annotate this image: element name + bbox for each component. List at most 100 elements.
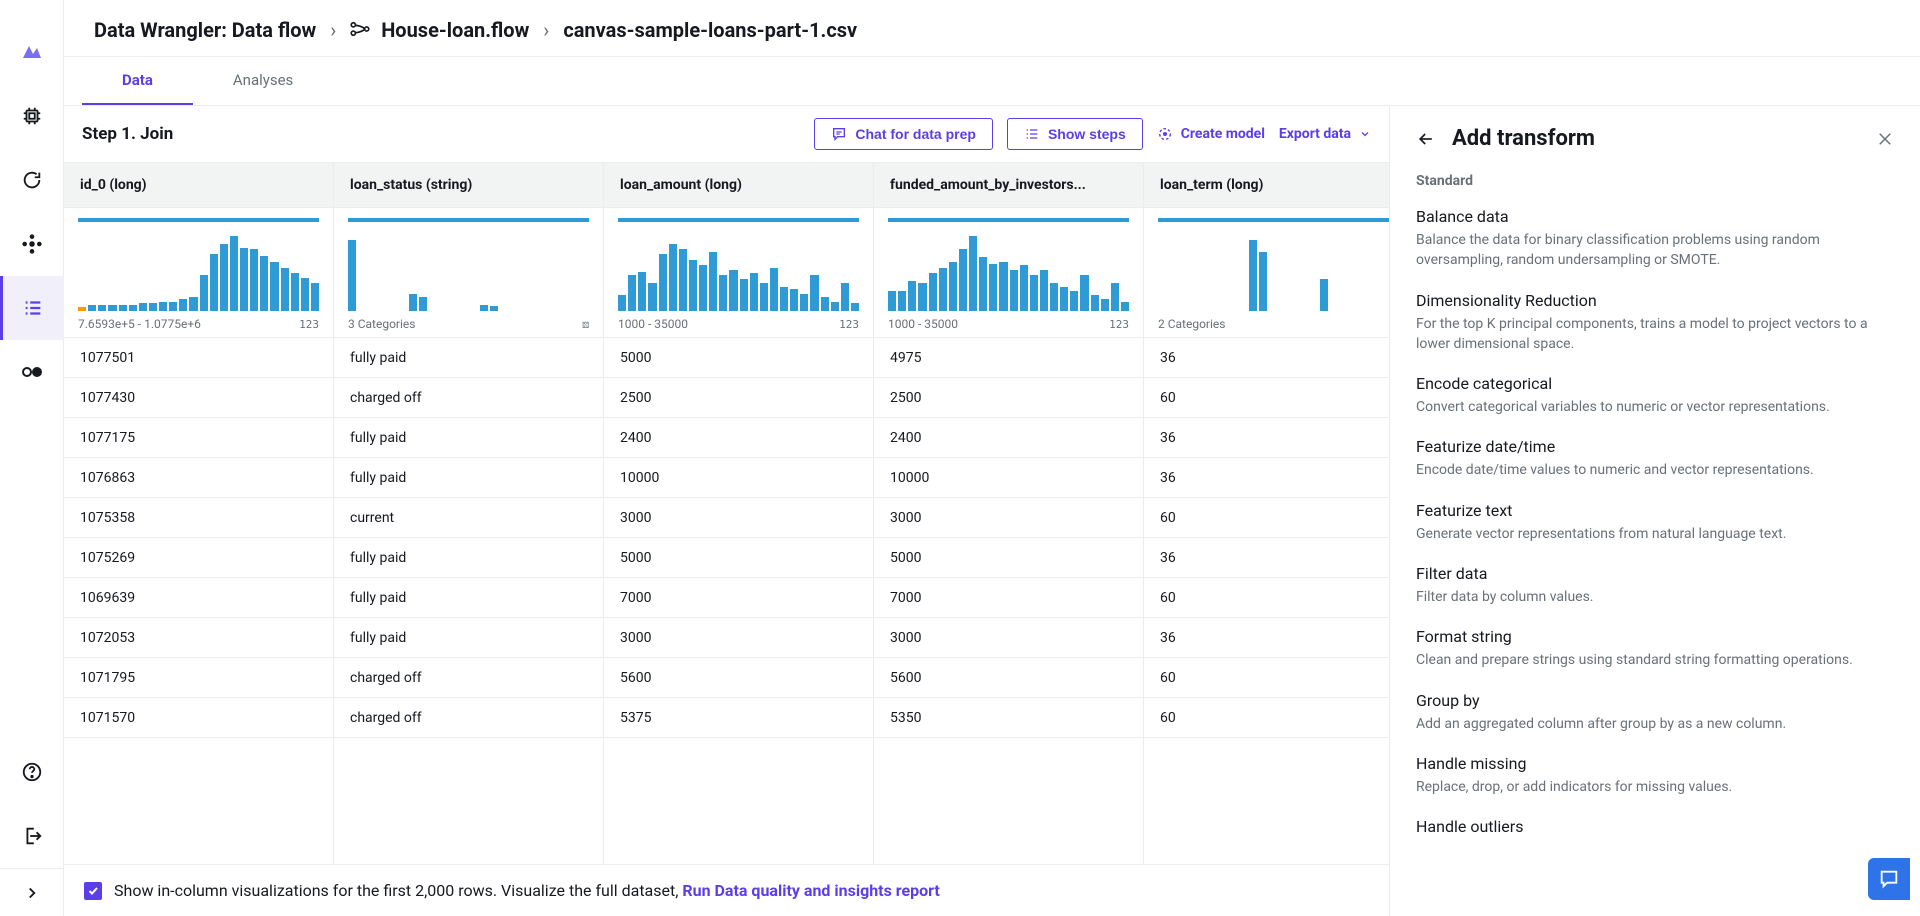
table-cell[interactable]: 60 bbox=[1144, 498, 1389, 538]
table-cell[interactable]: 60 bbox=[1144, 378, 1389, 418]
table-cell[interactable]: 5000 bbox=[604, 538, 873, 578]
tabs: Data Analyses bbox=[64, 56, 1920, 106]
table-cell[interactable]: 2400 bbox=[874, 418, 1143, 458]
viz-checkbox[interactable] bbox=[84, 882, 102, 900]
chip-icon[interactable] bbox=[0, 84, 64, 148]
table-cell[interactable]: 1077175 bbox=[64, 418, 333, 458]
back-icon[interactable] bbox=[1416, 129, 1436, 149]
column-histogram: 1000 - 35000123 bbox=[604, 208, 873, 338]
logout-icon[interactable] bbox=[0, 804, 64, 868]
table-cell[interactable]: 7000 bbox=[874, 578, 1143, 618]
transform-item[interactable]: Handle missingReplace, drop, or add indi… bbox=[1416, 754, 1894, 797]
help-icon[interactable] bbox=[0, 740, 64, 804]
export-data-link[interactable]: Export data bbox=[1279, 126, 1371, 142]
graph-icon[interactable] bbox=[0, 212, 64, 276]
table-cell[interactable]: 36 bbox=[1144, 618, 1389, 658]
table-cell[interactable]: charged off bbox=[334, 378, 603, 418]
breadcrumb-flow-label: House-loan.flow bbox=[381, 18, 529, 42]
transform-item[interactable]: Encode categoricalConvert categorical va… bbox=[1416, 374, 1894, 417]
chat-fab[interactable] bbox=[1868, 858, 1910, 900]
table-cell[interactable]: 1075269 bbox=[64, 538, 333, 578]
table-cell[interactable]: fully paid bbox=[334, 578, 603, 618]
table-cell[interactable]: 2400 bbox=[604, 418, 873, 458]
table-cell[interactable]: 5375 bbox=[604, 698, 873, 738]
table-cell[interactable]: 1076863 bbox=[64, 458, 333, 498]
create-model-label: Create model bbox=[1181, 126, 1265, 142]
table-cell[interactable]: 3000 bbox=[604, 618, 873, 658]
chat-button-label: Chat for data prep bbox=[855, 126, 976, 142]
tab-data[interactable]: Data bbox=[82, 57, 193, 105]
table-cell[interactable]: 36 bbox=[1144, 458, 1389, 498]
table-cell[interactable]: 3000 bbox=[874, 618, 1143, 658]
column-histogram: 7.6593e+5 - 1.0775e+6123 bbox=[64, 208, 333, 338]
table-cell[interactable]: 3000 bbox=[874, 498, 1143, 538]
transform-item[interactable]: Featurize date/timeEncode date/time valu… bbox=[1416, 437, 1894, 480]
table-cell[interactable]: 3000 bbox=[604, 498, 873, 538]
transform-item[interactable]: Format stringClean and prepare strings u… bbox=[1416, 627, 1894, 670]
column-histogram: 3 Categories⚄ bbox=[334, 208, 603, 338]
transform-item[interactable]: Dimensionality ReductionFor the top K pr… bbox=[1416, 291, 1894, 355]
section-standard: Standard bbox=[1416, 173, 1894, 189]
chat-button[interactable]: Chat for data prep bbox=[814, 118, 993, 150]
table-cell[interactable]: 1071570 bbox=[64, 698, 333, 738]
breadcrumb-root[interactable]: Data Wrangler: Data flow bbox=[94, 18, 316, 42]
transform-item[interactable]: Group byAdd an aggregated column after g… bbox=[1416, 691, 1894, 734]
table-cell[interactable]: fully paid bbox=[334, 538, 603, 578]
table-cell[interactable]: 60 bbox=[1144, 698, 1389, 738]
column-header[interactable]: loan_status (string) bbox=[334, 163, 603, 208]
tab-analyses[interactable]: Analyses bbox=[193, 57, 333, 105]
table-cell[interactable]: charged off bbox=[334, 658, 603, 698]
table-cell[interactable]: 5600 bbox=[604, 658, 873, 698]
table-cell[interactable]: 10000 bbox=[874, 458, 1143, 498]
table-cell[interactable]: fully paid bbox=[334, 618, 603, 658]
transform-item[interactable]: Balance dataBalance the data for binary … bbox=[1416, 207, 1894, 271]
table-cell[interactable]: 10000 bbox=[604, 458, 873, 498]
table-cell[interactable]: 60 bbox=[1144, 658, 1389, 698]
transform-item[interactable]: Filter dataFilter data by column values. bbox=[1416, 564, 1894, 607]
table-cell[interactable]: 36 bbox=[1144, 418, 1389, 458]
table-cell[interactable]: 1072053 bbox=[64, 618, 333, 658]
table-cell[interactable]: fully paid bbox=[334, 458, 603, 498]
expand-rail-icon[interactable] bbox=[0, 868, 64, 916]
refresh-icon[interactable] bbox=[0, 148, 64, 212]
table-cell[interactable]: 2500 bbox=[874, 378, 1143, 418]
column-histogram: 2 Categories bbox=[1144, 208, 1389, 338]
insights-report-link[interactable]: Run Data quality and insights report bbox=[682, 881, 939, 900]
table-cell[interactable]: 1077501 bbox=[64, 338, 333, 378]
footer-text: Show in-column visualizations for the fi… bbox=[114, 881, 940, 900]
table-cell[interactable]: 5000 bbox=[604, 338, 873, 378]
table-cell[interactable]: fully paid bbox=[334, 338, 603, 378]
chat-icon bbox=[831, 126, 847, 142]
breadcrumb-flow[interactable]: House-loan.flow bbox=[350, 18, 529, 42]
table-cell[interactable]: 2500 bbox=[604, 378, 873, 418]
table-cell[interactable]: 5350 bbox=[874, 698, 1143, 738]
table-cell[interactable]: charged off bbox=[334, 698, 603, 738]
column-header[interactable]: id_0 (long) bbox=[64, 163, 333, 208]
table-cell[interactable]: 5000 bbox=[874, 538, 1143, 578]
table-cell[interactable]: 1071795 bbox=[64, 658, 333, 698]
table-cell[interactable]: 5600 bbox=[874, 658, 1143, 698]
column-header[interactable]: loan_amount (long) bbox=[604, 163, 873, 208]
table-cell[interactable]: 1075358 bbox=[64, 498, 333, 538]
toolbar: Step 1. Join Chat for data prep Show ste… bbox=[64, 106, 1389, 163]
table-cell[interactable]: 1069639 bbox=[64, 578, 333, 618]
column-header[interactable]: loan_term (long) bbox=[1144, 163, 1389, 208]
table-cell[interactable]: 4975 bbox=[874, 338, 1143, 378]
toggle-icon[interactable] bbox=[0, 340, 64, 404]
table-cell[interactable]: current bbox=[334, 498, 603, 538]
close-icon[interactable] bbox=[1876, 130, 1894, 148]
table-cell[interactable]: 36 bbox=[1144, 338, 1389, 378]
create-model-link[interactable]: Create model bbox=[1157, 126, 1265, 142]
show-steps-button[interactable]: Show steps bbox=[1007, 118, 1143, 150]
table-cell[interactable]: 36 bbox=[1144, 538, 1389, 578]
logo-icon[interactable] bbox=[0, 20, 64, 84]
list-icon[interactable] bbox=[0, 276, 64, 340]
table-cell[interactable]: 7000 bbox=[604, 578, 873, 618]
table-cell[interactable]: 1077430 bbox=[64, 378, 333, 418]
table-cell[interactable]: fully paid bbox=[334, 418, 603, 458]
table-cell[interactable]: 60 bbox=[1144, 578, 1389, 618]
column-header[interactable]: funded_amount_by_investors... bbox=[874, 163, 1143, 208]
transform-item[interactable]: Featurize textGenerate vector representa… bbox=[1416, 501, 1894, 544]
transform-item[interactable]: Handle outliers bbox=[1416, 817, 1894, 836]
breadcrumb-file: canvas-sample-loans-part-1.csv bbox=[563, 18, 857, 42]
